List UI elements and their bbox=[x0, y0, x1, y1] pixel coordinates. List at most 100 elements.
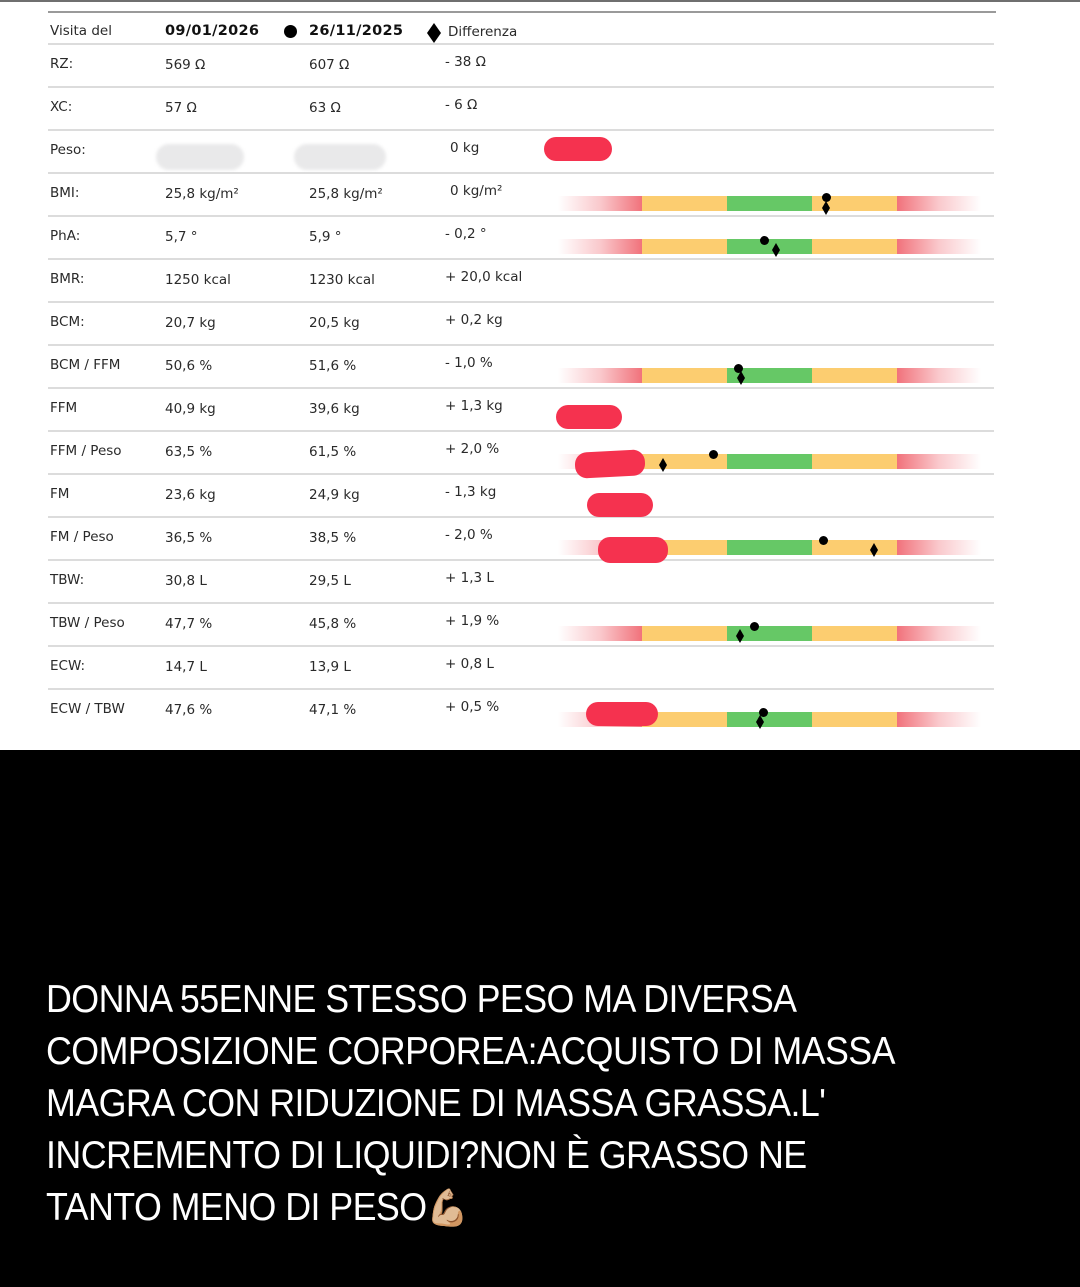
previous-value: 39,6 kg bbox=[309, 401, 360, 417]
row-label: BCM: bbox=[50, 314, 85, 330]
difference-value: + 1,3 kg bbox=[445, 398, 503, 414]
table-top-rule bbox=[48, 11, 996, 13]
caption-line: TANTO MENO DI PESO bbox=[46, 1186, 427, 1229]
difference-value: + 20,0 kcal bbox=[445, 269, 523, 285]
current-marker-dot bbox=[750, 622, 759, 631]
row-label: XC: bbox=[50, 99, 73, 115]
current-marker-dot bbox=[734, 364, 743, 373]
caption-text: DONNA 55ENNE STESSO PESO MA DIVERSA COMP… bbox=[46, 974, 985, 1234]
row-rz: RZ: 569 Ω 607 Ω - 38 Ω bbox=[48, 45, 994, 88]
caption-line-last: TANTO MENO DI PESO💪🏼 bbox=[46, 1182, 985, 1234]
diamond-icon bbox=[427, 23, 441, 43]
difference-header: Differenza bbox=[448, 24, 518, 40]
current-value: 47,6 % bbox=[165, 702, 213, 718]
previous-visit-date: 26/11/2025 bbox=[309, 23, 404, 39]
difference-value: + 1,9 % bbox=[445, 613, 500, 629]
current-marker-dot bbox=[819, 536, 828, 545]
previous-value: 47,1 % bbox=[309, 702, 357, 718]
current-marker-dot bbox=[709, 450, 718, 459]
row-bcm-ffm: BCM / FFM 50,6 % 51,6 % - 1,0 % bbox=[48, 346, 994, 389]
redaction-mark bbox=[587, 493, 653, 517]
row-bcm: BCM: 20,7 kg 20,5 kg + 0,2 kg bbox=[48, 303, 994, 346]
row-peso: Peso: 0 kg bbox=[48, 131, 994, 174]
redacted-current-weight bbox=[156, 144, 244, 170]
current-value: 14,7 L bbox=[165, 659, 207, 675]
current-value: 57 Ω bbox=[165, 100, 197, 116]
row-fm: FM 23,6 kg 24,9 kg - 1,3 kg bbox=[48, 475, 994, 518]
row-pha: PhA: 5,7 ° 5,9 ° - 0,2 ° bbox=[48, 217, 994, 260]
row-ecw: ECW: 14,7 L 13,9 L + 0,8 L bbox=[48, 647, 994, 690]
caption-line: MAGRA CON RIDUZIONE DI MASSA GRASSA.L' bbox=[46, 1082, 826, 1125]
current-value: 20,7 kg bbox=[165, 315, 216, 331]
row-label: FFM bbox=[50, 400, 78, 416]
current-value: 47,7 % bbox=[165, 616, 213, 632]
flexed-biceps-icon: 💪🏼 bbox=[426, 1187, 469, 1228]
row-label: Peso: bbox=[50, 142, 86, 158]
row-label: TBW / Peso bbox=[50, 615, 125, 631]
difference-value: - 1,0 % bbox=[445, 355, 493, 371]
row-label: ECW: bbox=[50, 658, 86, 674]
redaction-mark bbox=[598, 537, 668, 563]
row-label: RZ: bbox=[50, 56, 74, 72]
row-label: ECW / TBW bbox=[50, 701, 125, 717]
previous-value: 51,6 % bbox=[309, 358, 357, 374]
current-value: 40,9 kg bbox=[165, 401, 216, 417]
previous-value: 20,5 kg bbox=[309, 315, 360, 331]
previous-value: 25,8 kg/m² bbox=[309, 186, 383, 202]
previous-value: 29,5 L bbox=[309, 573, 351, 589]
previous-value: 13,9 L bbox=[309, 659, 351, 675]
difference-value: + 1,3 L bbox=[445, 570, 494, 586]
difference-value: + 0,5 % bbox=[445, 699, 500, 715]
difference-value: + 0,2 kg bbox=[445, 312, 503, 328]
current-value: 30,8 L bbox=[165, 573, 207, 589]
row-label: FFM / Peso bbox=[50, 443, 122, 459]
range-scale bbox=[558, 196, 981, 211]
row-bmi: BMI: 25,8 kg/m² 25,8 kg/m² 0 kg/m² bbox=[48, 174, 994, 217]
previous-value: 45,8 % bbox=[309, 616, 357, 632]
current-value: 23,6 kg bbox=[165, 487, 216, 503]
previous-value: 63 Ω bbox=[309, 100, 341, 116]
difference-value: - 38 Ω bbox=[445, 54, 486, 70]
previous-marker-diamond bbox=[822, 201, 830, 215]
row-label: BMR: bbox=[50, 271, 85, 287]
current-marker-dot bbox=[760, 236, 769, 245]
caption-line: DONNA 55ENNE STESSO PESO MA DIVERSA bbox=[46, 978, 797, 1021]
range-scale bbox=[558, 368, 981, 383]
bia-comparison-report: Visita del 09/01/2026 26/11/2025 Differe… bbox=[0, 0, 1080, 750]
previous-marker-diamond bbox=[736, 629, 744, 643]
difference-value: + 0,8 L bbox=[445, 656, 494, 672]
redacted-previous-weight bbox=[294, 144, 386, 170]
row-tbw-peso: TBW / Peso 47,7 % 45,8 % + 1,9 % bbox=[48, 604, 994, 647]
difference-value: - 2,0 % bbox=[445, 527, 493, 543]
previous-value: 38,5 % bbox=[309, 530, 357, 546]
current-value: 63,5 % bbox=[165, 444, 213, 460]
row-tbw: TBW: 30,8 L 29,5 L + 1,3 L bbox=[48, 561, 994, 604]
current-value: 569 Ω bbox=[165, 57, 206, 73]
row-label: FM / Peso bbox=[50, 529, 114, 545]
current-marker-dot bbox=[822, 193, 831, 202]
previous-value: 607 Ω bbox=[309, 57, 350, 73]
top-border bbox=[0, 0, 1080, 2]
difference-value: 0 kg/m² bbox=[450, 183, 503, 199]
current-value: 50,6 % bbox=[165, 358, 213, 374]
row-bmr: BMR: 1250 kcal 1230 kcal + 20,0 kcal bbox=[48, 260, 994, 303]
difference-value: - 0,2 ° bbox=[445, 226, 487, 242]
current-value: 1250 kcal bbox=[165, 272, 231, 288]
previous-value: 5,9 ° bbox=[309, 229, 342, 245]
previous-marker-diamond bbox=[772, 243, 780, 257]
previous-marker-diamond bbox=[737, 371, 745, 385]
difference-value: 0 kg bbox=[450, 140, 480, 156]
row-xc: XC: 57 Ω 63 Ω - 6 Ω bbox=[48, 88, 994, 131]
row-label: PhA: bbox=[50, 228, 81, 244]
previous-value: 1230 kcal bbox=[309, 272, 375, 288]
redaction-mark bbox=[556, 405, 622, 429]
row-fm-peso: FM / Peso 36,5 % 38,5 % - 2,0 % bbox=[48, 518, 994, 563]
current-value: 25,8 kg/m² bbox=[165, 186, 239, 202]
row-ffm: FFM 40,9 kg 39,6 kg + 1,3 kg bbox=[48, 389, 994, 432]
previous-marker-diamond bbox=[659, 458, 667, 472]
range-scale bbox=[558, 239, 981, 254]
visit-label: Visita del bbox=[50, 23, 112, 39]
current-marker-dot bbox=[759, 708, 768, 717]
row-label: BMI: bbox=[50, 185, 80, 201]
caption-line: COMPOSIZIONE CORPOREA:ACQUISTO DI MASSA bbox=[46, 1030, 896, 1073]
